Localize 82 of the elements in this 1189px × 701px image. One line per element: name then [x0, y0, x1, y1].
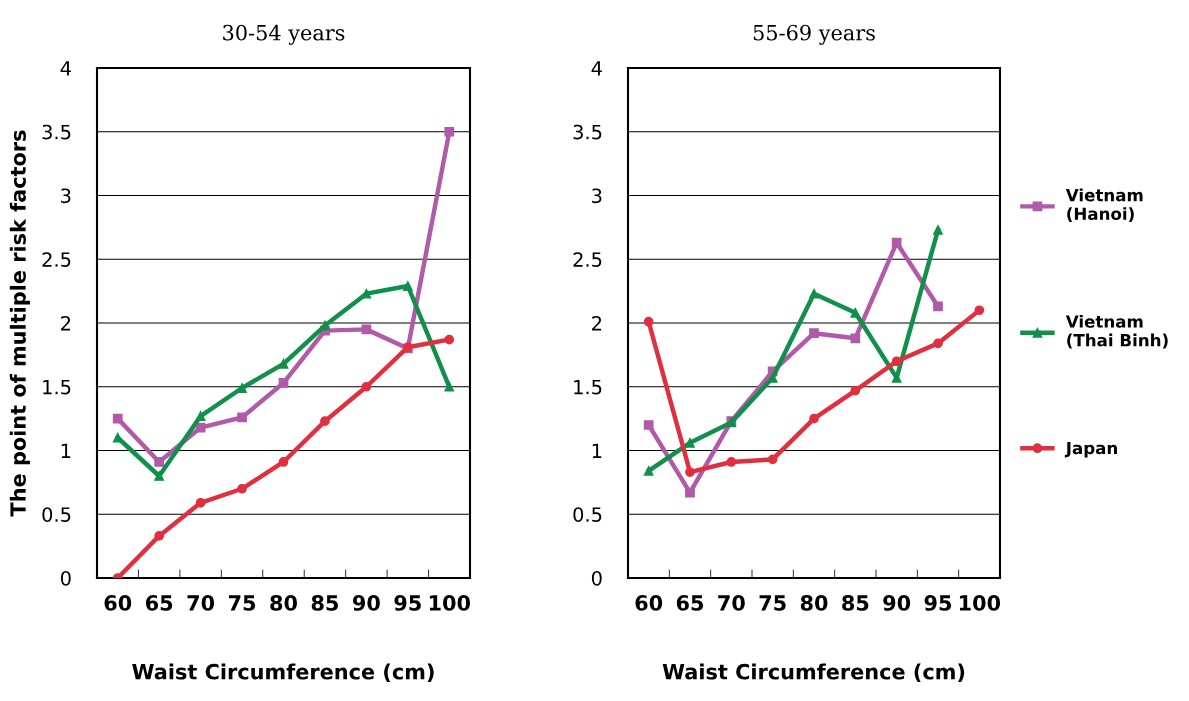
- point: [278, 457, 289, 467]
- x-tick-label: 90: [352, 595, 380, 611]
- x-tick-label: 80: [270, 595, 297, 611]
- x-tick-label: 100: [429, 595, 471, 611]
- point: [850, 307, 861, 318]
- x-tick-label: 70: [718, 595, 745, 611]
- point: [112, 413, 123, 424]
- point: [154, 471, 165, 481]
- point: [237, 412, 247, 423]
- legend-label: Japan: [1064, 441, 1117, 458]
- point: [444, 126, 455, 137]
- y-tick-label: 2: [592, 315, 602, 331]
- y-tick-label: 1: [592, 443, 602, 458]
- point: [195, 411, 206, 421]
- y-tick-label: 4: [591, 61, 602, 76]
- point: [891, 356, 902, 367]
- point: [809, 288, 819, 299]
- y-tick-label: 0.5: [573, 507, 602, 522]
- x-axis-title: Waist Circumference (cm): [662, 663, 965, 683]
- x-tick-label: 65: [145, 595, 173, 611]
- x-tick-label: 80: [800, 595, 828, 611]
- x-tick-label: 60: [104, 595, 132, 611]
- point: [685, 487, 695, 498]
- point: [891, 237, 902, 248]
- point: [361, 381, 372, 392]
- x-tick-label: 75: [759, 595, 786, 611]
- x-tick-label: 95: [924, 595, 952, 611]
- x-tick-label: 60: [635, 595, 663, 611]
- y-tick-label: 1.5: [574, 379, 602, 395]
- y-tick-label: 0: [60, 570, 71, 586]
- point: [444, 381, 455, 392]
- chart-title: 55-69 years: [753, 24, 875, 45]
- y-tick-label: 1.5: [43, 379, 71, 395]
- point: [278, 378, 289, 388]
- point: [685, 467, 695, 478]
- point: [444, 334, 455, 345]
- x-axis-title: Waist Circumference (cm): [132, 663, 434, 683]
- x-tick-label: 85: [842, 595, 869, 611]
- y-tick-label: 0.5: [42, 507, 71, 522]
- point: [237, 483, 247, 494]
- y-tick-label: 4: [60, 61, 71, 76]
- chart-title: 30-54 years: [223, 24, 345, 45]
- x-tick-label: 100: [959, 595, 1001, 611]
- y-tick-label: 2.5: [573, 252, 602, 267]
- y-tick-label: 3: [61, 188, 71, 204]
- x-tick-label: 65: [676, 595, 704, 611]
- legend-label: Vietnam (Hanoi): [1065, 188, 1143, 222]
- point: [809, 413, 819, 424]
- y-tick-label: 2.5: [42, 252, 71, 267]
- y-tick-label: 1: [61, 443, 71, 458]
- y-tick-label: 3.5: [42, 124, 71, 140]
- point: [237, 383, 247, 393]
- point: [195, 497, 206, 508]
- point: [850, 333, 861, 344]
- point: [809, 328, 819, 339]
- x-tick-label: 85: [311, 595, 338, 611]
- y-tick-label: 2: [61, 315, 71, 331]
- point: [767, 454, 778, 465]
- point: [643, 466, 654, 476]
- y-tick-label: 3.5: [573, 124, 602, 140]
- x-tick-label: 70: [187, 595, 215, 611]
- legend-label: Vietnam (Thai Binh): [1065, 314, 1168, 349]
- y-axis-title: The point of multiple risk factors: [9, 130, 30, 517]
- point: [726, 457, 737, 467]
- point: [154, 531, 165, 541]
- y-tick-label: 3: [592, 188, 602, 204]
- point: [643, 316, 654, 327]
- point: [402, 281, 413, 291]
- x-tick-label: 90: [883, 595, 911, 611]
- point: [850, 385, 861, 396]
- point: [320, 416, 330, 427]
- y-tick-label: 0: [591, 570, 602, 586]
- x-tick-label: 95: [394, 595, 421, 611]
- point: [154, 457, 165, 467]
- point: [643, 420, 654, 430]
- point: [933, 225, 943, 235]
- point: [974, 305, 985, 316]
- point: [933, 338, 943, 349]
- point: [933, 301, 943, 312]
- x-tick-label: 75: [228, 595, 256, 611]
- point: [685, 437, 695, 448]
- point: [278, 358, 289, 369]
